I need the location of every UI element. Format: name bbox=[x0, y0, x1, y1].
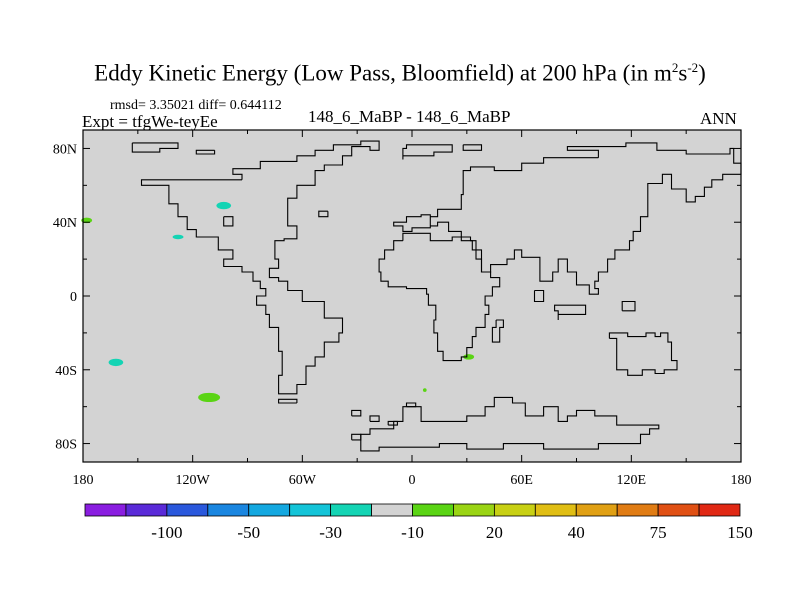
y-tick-label: 80N bbox=[53, 142, 77, 157]
x-tick-label: 120W bbox=[176, 473, 211, 488]
y-tick-label: 40N bbox=[53, 216, 77, 231]
coastline bbox=[621, 300, 636, 312]
y-tick-label: 80S bbox=[55, 438, 77, 453]
y-tick-label: 0 bbox=[70, 290, 77, 305]
colorbar-bin bbox=[125, 503, 168, 517]
coastline bbox=[533, 289, 545, 303]
coastline bbox=[608, 332, 678, 376]
colorbar-label: -30 bbox=[319, 523, 342, 542]
coastline bbox=[369, 415, 380, 422]
title-superscript-2: -2 bbox=[687, 60, 699, 75]
coastline bbox=[351, 409, 362, 417]
x-tick-label: 0 bbox=[409, 473, 416, 488]
x-tick-label: 60W bbox=[289, 473, 317, 488]
x-tick-label: 180 bbox=[731, 473, 752, 488]
anomaly-blob bbox=[422, 388, 427, 392]
title-mid: s bbox=[678, 60, 688, 86]
anomaly-layer bbox=[81, 201, 475, 403]
colorbar-bin bbox=[330, 503, 372, 517]
colorbar-bin bbox=[616, 503, 659, 517]
title-superscript-1: 2 bbox=[671, 60, 679, 75]
colorbar-label: 40 bbox=[568, 523, 585, 542]
coastline bbox=[278, 398, 298, 404]
y-tick-label: 40S bbox=[55, 364, 77, 379]
comparison-label: 148_6_MaBP - 148_6_MaBP bbox=[308, 107, 511, 126]
x-tick-label: 180 bbox=[73, 473, 94, 488]
anomaly-blob bbox=[108, 358, 124, 367]
colorbar-label: 150 bbox=[727, 523, 753, 542]
anomaly-blob bbox=[172, 234, 184, 240]
coastline bbox=[554, 304, 587, 320]
coastline bbox=[318, 210, 329, 218]
coastline bbox=[378, 232, 501, 362]
colorbar-bin bbox=[412, 503, 454, 517]
coastline bbox=[393, 142, 742, 295]
colorbar-label: -50 bbox=[237, 523, 260, 542]
x-tick-label: 60E bbox=[510, 473, 533, 488]
coastline bbox=[195, 149, 216, 155]
title-main: Eddy Kinetic Energy (Low Pass, Bloomfiel… bbox=[94, 60, 672, 86]
coastline bbox=[462, 144, 483, 151]
x-tick-label: 120E bbox=[617, 473, 647, 488]
colorbar-bin bbox=[453, 503, 495, 517]
x-axis: 180 120W 60W 0 60E 120E 180 bbox=[73, 130, 752, 488]
anomaly-blob bbox=[216, 201, 232, 210]
rmsd-stats: rmsd= 3.35021 diff= 0.644112 bbox=[110, 98, 282, 113]
coastline-layer bbox=[131, 140, 742, 452]
title-end: ) bbox=[698, 60, 706, 86]
colorbar-bin bbox=[166, 503, 209, 517]
colorbar-bin bbox=[575, 503, 618, 517]
colorbar-bin bbox=[698, 503, 741, 517]
coastline bbox=[360, 396, 660, 452]
coastline bbox=[140, 140, 380, 395]
colorbar-bin bbox=[248, 503, 291, 517]
colorbar-bin bbox=[493, 503, 536, 517]
colorbar-bin bbox=[534, 503, 577, 517]
season-label: ANN bbox=[700, 109, 737, 128]
coastline bbox=[131, 142, 179, 153]
colorbar: -100 -50 -30 -10 20 40 75 150 bbox=[84, 503, 753, 542]
colorbar-bin bbox=[657, 503, 700, 517]
anomaly-blob bbox=[198, 392, 221, 403]
chart-title: Eddy Kinetic Energy (Low Pass, Bloomfiel… bbox=[0, 60, 800, 87]
coastline bbox=[351, 433, 362, 441]
colorbar-bin bbox=[289, 503, 332, 517]
coastline bbox=[223, 216, 234, 227]
y-axis: 80N 40N 0 40S 80S bbox=[53, 142, 741, 453]
colorbar-bin bbox=[207, 503, 250, 517]
colorbar-label: -10 bbox=[401, 523, 424, 542]
experiment-label: Expt = tfgWe-teyEe bbox=[82, 112, 218, 131]
colorbar-label: 20 bbox=[486, 523, 503, 542]
colorbar-label: -100 bbox=[151, 523, 182, 542]
coastline bbox=[491, 319, 504, 343]
colorbar-label: 75 bbox=[650, 523, 667, 542]
colorbar-bin bbox=[84, 503, 127, 517]
coastline bbox=[402, 144, 453, 160]
colorbar-bin bbox=[371, 503, 413, 517]
anomaly-blob bbox=[463, 354, 475, 360]
